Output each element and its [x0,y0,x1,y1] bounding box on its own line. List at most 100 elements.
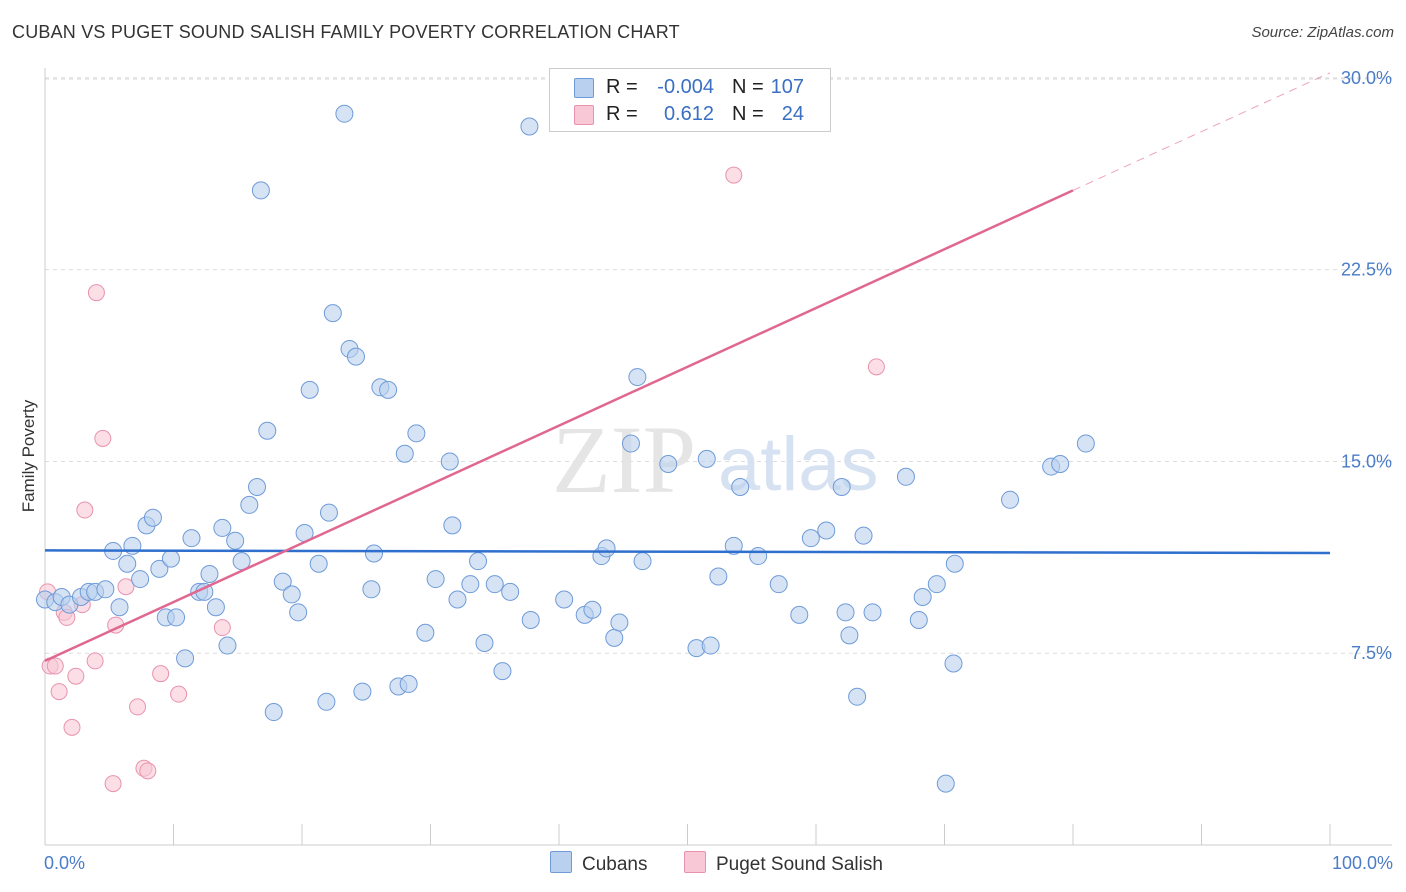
cubans-point [848,687,867,706]
cubans-point [131,570,150,589]
salish-point [67,667,85,685]
cubans-point [353,682,372,701]
y-tick-label: 7.5% [1351,643,1392,663]
legend-n-value: 107 [770,76,804,98]
cubans-point [936,774,955,793]
cubans-point [501,582,520,601]
cubans-point [364,544,383,563]
salish-point [86,652,104,670]
y-tick-labels: 7.5% 15.0% 22.5% 30.0% [1341,68,1392,663]
cubans-point [323,304,342,323]
cubans-point [583,600,602,619]
cubans-point [701,636,720,655]
cubans-point [448,590,467,609]
cubans-point [493,662,512,681]
salish-point [94,429,112,447]
cubans-point [182,529,201,548]
cubans-point [416,623,435,642]
cubans-point [633,552,652,571]
cubans-point [724,536,743,555]
cubans-point [317,692,336,711]
cubans-point [945,554,964,573]
cubans-point [840,626,859,645]
x-tick-label-min: 0.0% [44,853,85,873]
cubans-point [769,575,788,594]
cubans-point [399,674,418,693]
cubans-point [110,598,129,617]
cubans-point [407,424,426,443]
cubans-point [150,559,169,578]
axes [44,68,1392,846]
cubans-point [282,585,301,604]
legend-r-label: R = [606,76,638,98]
cubans-trend-line [44,549,1331,555]
cubans-point [226,531,245,550]
cubans-point [443,516,462,535]
legend-item-cubans: Cubans [550,851,648,876]
cubans-point [944,654,963,673]
cubans-point [909,610,928,629]
cubans-point [440,452,459,471]
cubans-point [118,554,137,573]
x-tick-label-max: 100.0% [1332,853,1393,873]
cubans-point [319,503,338,522]
legend-swatch-salish [574,105,594,125]
chart-title: CUBAN VS PUGET SOUND SALISH FAMILY POVER… [12,22,680,42]
cubans-point [817,521,836,540]
cubans-point [213,518,232,537]
cubans-point [475,633,494,652]
cubans-point [520,117,539,136]
salish-point [87,284,105,302]
cubans-point [709,567,728,586]
cubans-point [218,636,237,655]
cubans-point [832,478,851,497]
salish-trend-line [44,189,1074,663]
cubans-point [469,552,488,571]
cubans-point [264,703,283,722]
cubans-point [790,605,809,624]
cubans-point [836,603,855,622]
cubans-point [362,580,381,599]
cubans-point [927,575,946,594]
cubans-point [335,104,354,123]
legend-n-value: 24 [781,103,804,125]
legend-swatch-cubans [550,851,572,873]
salish-points [39,166,885,793]
salish-point [139,762,157,780]
cubans-point [621,434,640,453]
cubans-point [521,610,540,629]
salish-point [50,683,68,701]
cubans-point [605,628,624,647]
cubans-point [161,549,180,568]
salish-point [213,619,231,637]
legend-row-salish: R = 0.612 N = 24 [550,101,830,127]
salish-point [170,685,188,703]
salish-point [117,578,135,596]
cubans-point [555,590,574,609]
cubans-point [289,603,308,622]
legend-r-value: 0.612 [663,103,714,125]
salish-point [63,718,81,736]
cubans-point [273,572,292,591]
cubans-point [206,598,225,617]
cubans-point [863,603,882,622]
stats-legend: R = -0.004 N = 107 R = 0.612 N = 24 [549,68,831,132]
cubans-points [36,104,1095,793]
salish-point [129,698,147,716]
cubans-point [749,547,768,566]
legend-r-label: R = [606,103,638,125]
salish-point [725,166,743,184]
salish-trend-extension [1072,72,1331,191]
cubans-point [395,444,414,463]
cubans-point [731,478,750,497]
y-tick-label: 30.0% [1341,68,1392,88]
cubans-point [628,368,647,387]
cubans-point [1076,434,1095,453]
cubans-point [346,347,365,366]
cubans-point [200,564,219,583]
legend-n-label: N = [732,103,764,125]
cubans-point [1051,455,1070,474]
cubans-point [913,587,932,606]
y-tick-label: 15.0% [1341,451,1392,471]
cubans-point [597,539,616,558]
